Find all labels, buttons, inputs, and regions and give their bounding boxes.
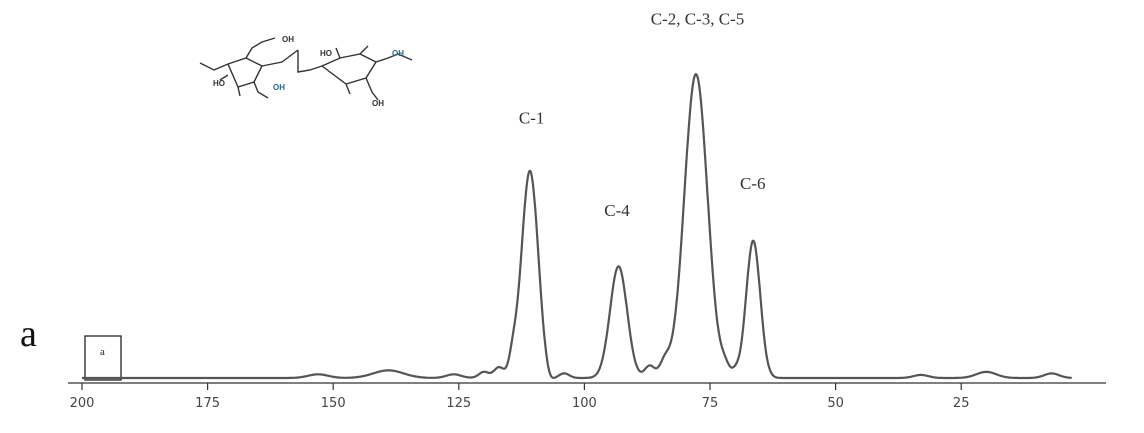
x-tick-label-75: 75 [702,396,719,411]
molecule-label-oh-right: OH [392,49,404,58]
peak-annotations: C-1 C-4 C-2, C-3, C-5 C-6 [519,10,766,220]
panel-letter: a [20,313,37,355]
molecule-label-ho-left: HO [213,79,225,88]
cellobiose-structure-drawing [199,37,413,101]
x-tick-label-150: 150 [321,396,346,411]
molecule-label-oh-bottom: OH [273,83,285,92]
x-tick-label-100: 100 [572,396,597,411]
molecule-label-oh-top: OH [282,35,294,44]
inset-box [84,335,122,381]
peak-label-4: C-6 [740,174,766,193]
x-axis-ticks [81,383,962,390]
x-axis-tick-labels: 200 175 150 125 100 75 50 25 [70,396,970,411]
peak-label-3: C-2, C-3, C-5 [651,10,745,29]
spectrum-trace [81,73,1073,380]
x-tick-label-175: 175 [195,396,220,411]
x-tick-label-25: 25 [953,396,970,411]
peak-label-2: C-4 [604,201,630,220]
x-tick-label-200: 200 [70,396,95,411]
peak-label-1: C-1 [519,108,545,127]
x-tick-label-50: 50 [827,396,844,411]
molecule-label-ho-right: HO [320,49,332,58]
inset-box-label: a [100,346,105,358]
x-tick-label-125: 125 [446,396,471,411]
molecule-label-oh-lower: OH [372,99,384,108]
